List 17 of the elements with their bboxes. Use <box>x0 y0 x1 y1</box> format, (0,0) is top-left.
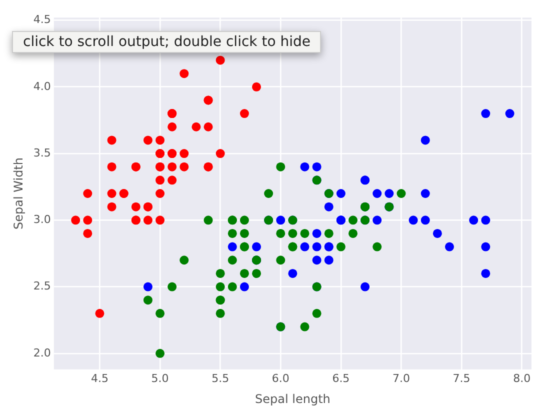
y-tick-label: 3.0 <box>33 213 51 226</box>
x-axis-title: Sepal length <box>255 392 330 406</box>
y-tick-label: 2.0 <box>33 346 51 360</box>
x-tick-label: 6.0 <box>272 372 290 385</box>
x-tick-label: 5.0 <box>151 372 169 385</box>
x-tick-label: 6.5 <box>332 372 350 385</box>
x-tick-label: 7.0 <box>392 372 410 385</box>
x-tick-label: 5.5 <box>212 372 230 385</box>
y-tick-label: 2.5 <box>33 280 51 293</box>
x-tick-label: 8.0 <box>513 372 531 385</box>
y-axis-title: Sepal Width <box>11 158 26 230</box>
x-tick-label: 7.5 <box>452 372 470 385</box>
y-tick-label: 3.5 <box>33 146 51 160</box>
y-tick-label: 4.5 <box>33 13 51 26</box>
x-tick-label: 4.5 <box>90 372 108 385</box>
y-tick-label: 4.0 <box>33 80 51 93</box>
annotation: click to scroll output; double click to hide <box>12 31 322 53</box>
